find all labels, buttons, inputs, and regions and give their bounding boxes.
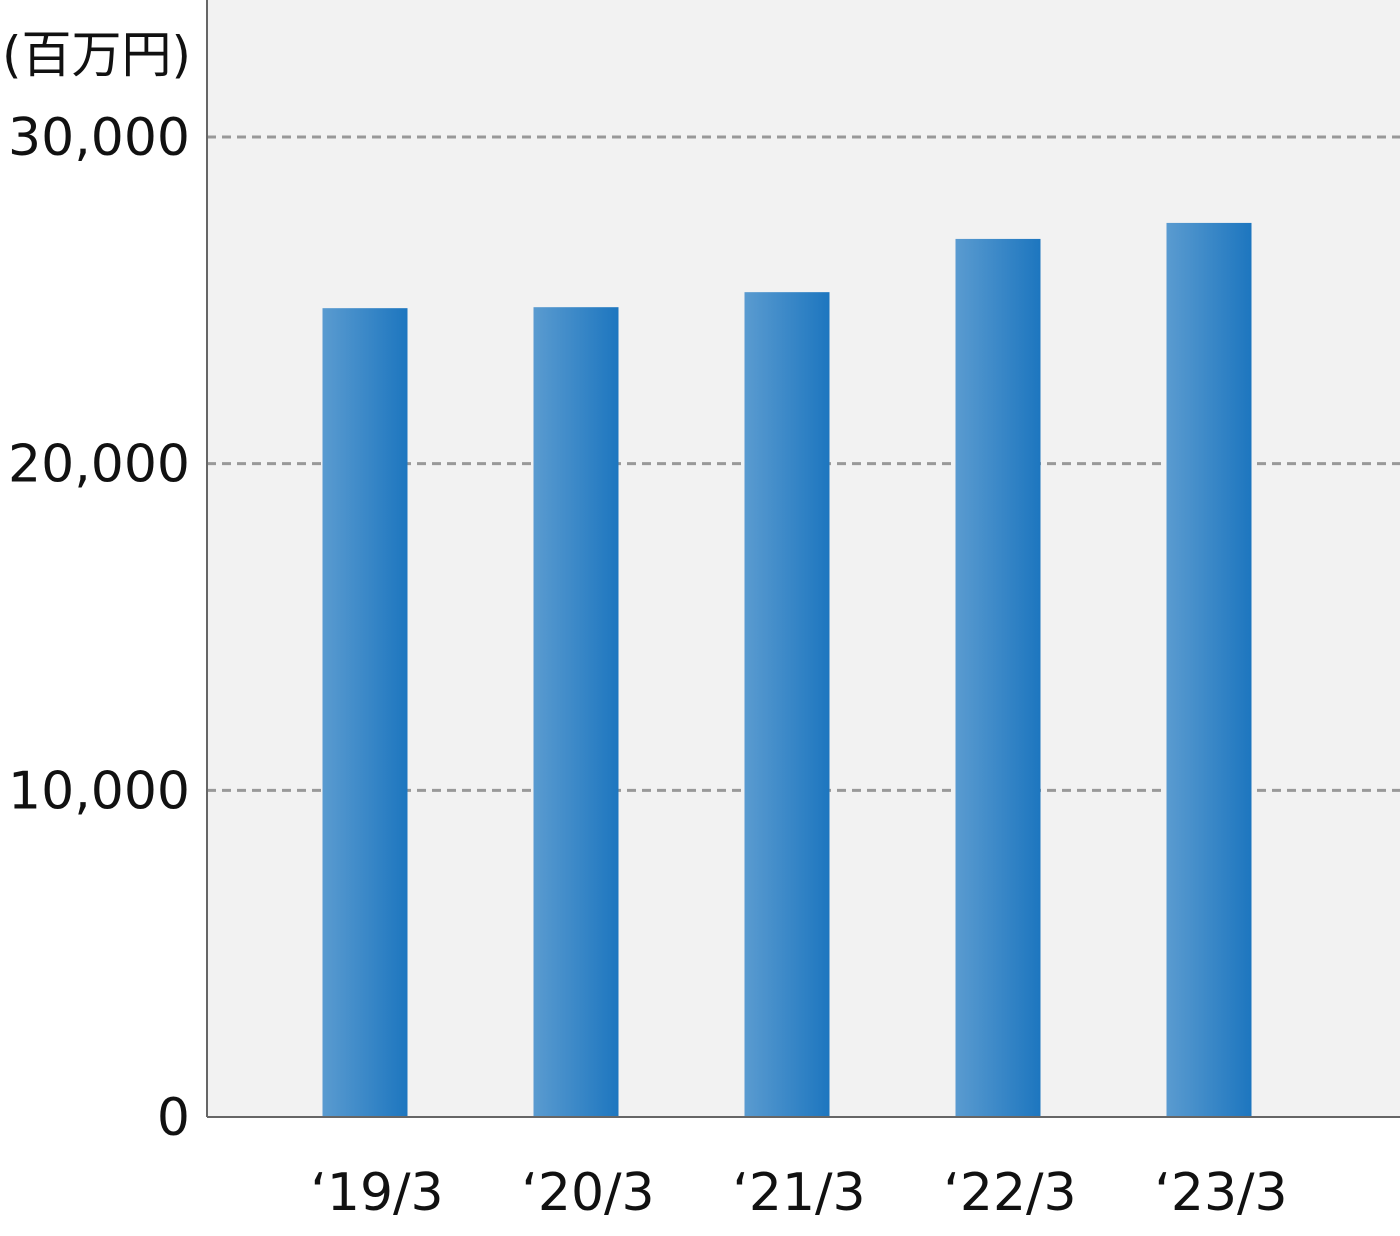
bar: [744, 292, 830, 1118]
x-tick-label: ‘20/3: [521, 1163, 654, 1223]
y-axis-label: (百万円): [2, 26, 191, 84]
x-tick-label: ‘21/3: [732, 1163, 865, 1223]
bar: [322, 308, 408, 1117]
y-tick-label: 20,000: [8, 435, 190, 495]
x-tick-label: ‘19/3: [310, 1163, 443, 1223]
y-tick-label: 10,000: [8, 761, 190, 821]
bar: [533, 307, 619, 1117]
x-tick-label: ‘22/3: [943, 1163, 1076, 1223]
bar: [1166, 222, 1252, 1117]
y-tick-label: 30,000: [8, 108, 190, 168]
y-tick-label: 0: [157, 1088, 190, 1148]
x-tick-label: ‘23/3: [1154, 1163, 1287, 1223]
bar: [955, 238, 1041, 1118]
